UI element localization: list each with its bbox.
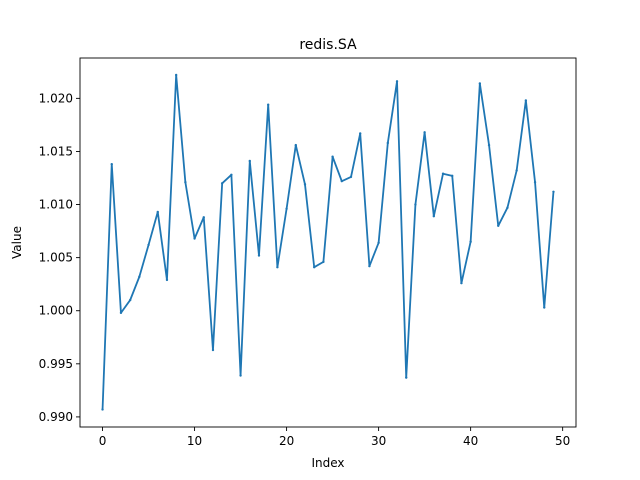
y-tick-label: 0.995 <box>39 357 73 371</box>
data-point <box>165 278 169 282</box>
data-point <box>230 173 233 177</box>
data-point <box>312 265 316 269</box>
x-tick-label: 10 <box>187 434 202 448</box>
data-point <box>359 132 362 135</box>
data-point <box>395 80 399 83</box>
data-point <box>285 207 288 210</box>
x-tick-label: 40 <box>463 434 478 448</box>
data-point <box>386 141 390 145</box>
data-point <box>552 190 555 193</box>
data-point <box>368 264 371 268</box>
y-tick-label: 1.020 <box>39 91 73 105</box>
data-point <box>248 159 251 163</box>
x-tick-label: 0 <box>99 434 107 448</box>
data-point <box>515 169 518 172</box>
data-point <box>487 143 491 147</box>
data-point <box>331 155 334 158</box>
data-point <box>128 298 132 302</box>
data-point <box>266 103 270 106</box>
data-point <box>322 260 325 264</box>
data-point <box>414 203 417 206</box>
y-tick-label: 0.990 <box>39 410 73 424</box>
data-point <box>340 179 344 183</box>
x-tick-label: 30 <box>371 434 386 448</box>
data-point <box>138 275 141 278</box>
data-point <box>294 143 297 147</box>
chart-title: redis.SA <box>299 37 357 53</box>
y-tick-label: 1.005 <box>39 251 73 265</box>
data-point <box>405 376 408 379</box>
y-axis-label: Value <box>10 226 24 259</box>
data-point <box>423 131 426 134</box>
data-point <box>239 374 242 377</box>
data-point <box>156 210 159 214</box>
data-point <box>441 172 445 175</box>
data-point <box>101 408 104 411</box>
data-point <box>257 254 261 257</box>
data-point <box>377 241 380 244</box>
data-point <box>110 162 113 166</box>
data-point <box>193 237 196 240</box>
data-point <box>303 183 307 186</box>
series-layer <box>101 73 555 411</box>
data-point <box>220 182 224 185</box>
data-point <box>469 240 472 243</box>
y-axis-ticks: 0.990 0.995 1.000 1.005 1.010 1.015 1.020 <box>39 91 80 424</box>
y-tick-label: 1.000 <box>39 304 73 318</box>
x-tick-label: 20 <box>279 434 294 448</box>
data-point <box>543 306 546 309</box>
data-point <box>533 181 537 184</box>
data-point <box>184 181 187 184</box>
x-tick-label: 50 <box>555 434 570 448</box>
data-point <box>460 281 463 285</box>
data-point <box>276 265 279 269</box>
data-point <box>506 206 509 209</box>
data-point <box>524 99 528 102</box>
data-point <box>478 82 482 85</box>
x-axis-label: Index <box>311 456 344 470</box>
data-point <box>349 175 353 179</box>
data-point <box>202 216 205 219</box>
x-axis-ticks: 0 10 20 30 40 50 <box>99 427 570 448</box>
y-tick-label: 1.010 <box>39 198 73 212</box>
series-line <box>101 74 555 411</box>
data-point <box>211 348 215 352</box>
y-tick-label: 1.015 <box>39 144 73 158</box>
data-point <box>451 174 454 178</box>
data-point <box>174 73 178 77</box>
data-point <box>147 243 150 247</box>
data-point <box>497 224 500 227</box>
data-point <box>119 311 123 315</box>
plot-frame <box>79 57 577 428</box>
data-point <box>432 215 436 218</box>
